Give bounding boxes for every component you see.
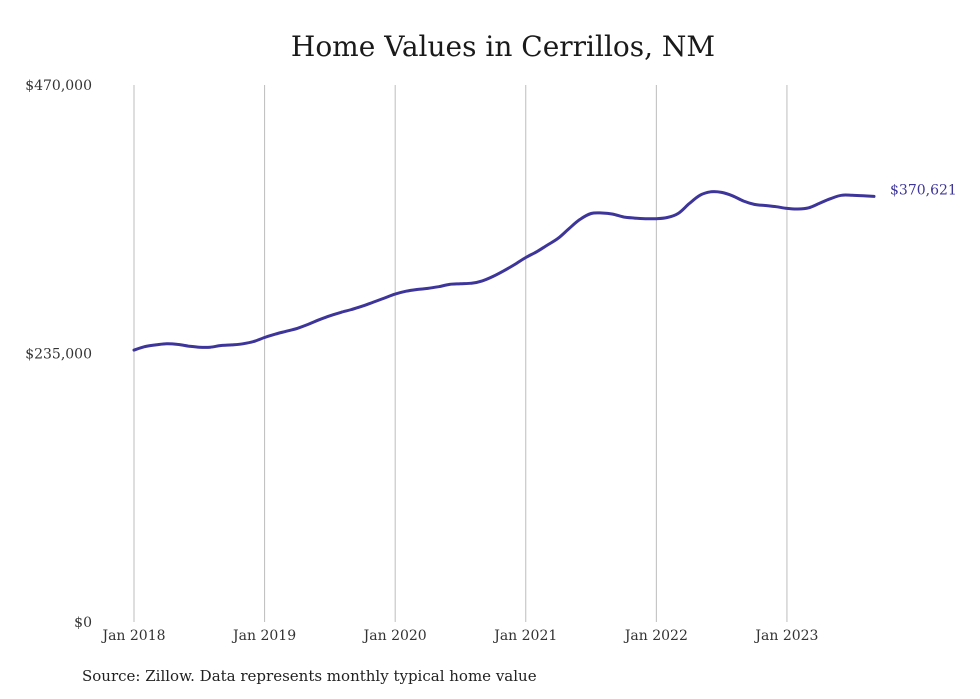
x-tick-label: Jan 2019 xyxy=(231,628,296,644)
x-tick-label: Jan 2023 xyxy=(753,628,818,644)
end-value-label: $370,621 xyxy=(890,182,957,198)
x-tick-label: Jan 2021 xyxy=(492,628,557,644)
x-tick-label: Jan 2020 xyxy=(362,628,427,644)
line-chart: Jan 2018 Jan 2019 Jan 2020 Jan 2021 Jan 2022… xyxy=(25,78,957,644)
series-layer: $370,621 xyxy=(132,182,957,352)
x-tick-label: Jan 2018 xyxy=(100,628,165,644)
y-tick-label: $0 xyxy=(74,615,92,631)
source-note: Source: Zillow. Data represents monthly … xyxy=(82,667,537,685)
gridlines xyxy=(133,85,788,622)
chart-title: Home Values in Cerrillos, NM xyxy=(290,30,716,63)
axis-labels: Jan 2018 Jan 2019 Jan 2020 Jan 2021 Jan 2022… xyxy=(25,78,818,644)
y-tick-label: $470,000 xyxy=(25,78,92,94)
x-tick-label: Jan 2022 xyxy=(623,628,688,644)
y-tick-label: $235,000 xyxy=(25,347,92,363)
series-line xyxy=(132,190,876,352)
